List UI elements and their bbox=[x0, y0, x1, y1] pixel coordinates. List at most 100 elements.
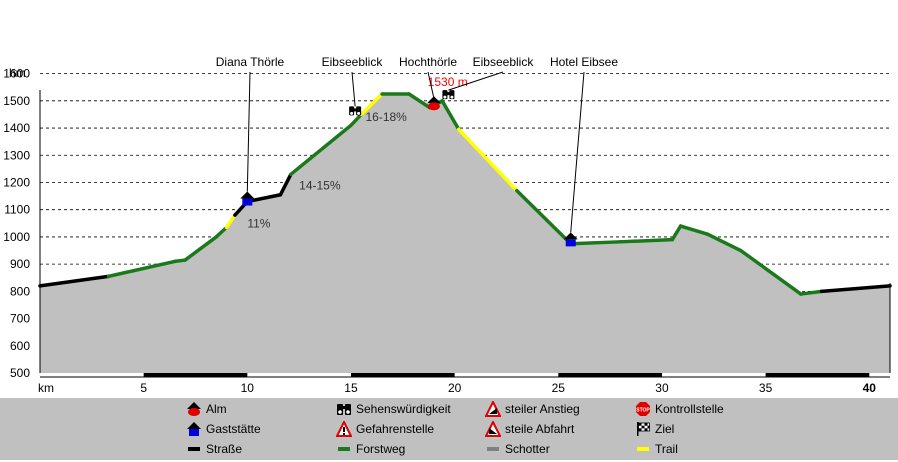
y-tick-label: 1200 bbox=[3, 175, 30, 189]
poi-gaststätte: Hotel Eibsee bbox=[550, 55, 618, 247]
profile-segment-straße bbox=[38, 274, 111, 288]
poi-alm: Hochthörle bbox=[399, 55, 457, 111]
poi-label: Hochthörle bbox=[399, 55, 457, 69]
annotations: 11% 14-15% 16-18% 1530 m bbox=[247, 75, 467, 231]
y-tick-label: 900 bbox=[10, 257, 30, 271]
x-axis-label: km bbox=[38, 381, 54, 395]
legend: Alm Sehenswürdigkeit steiler Anstieg STOP Ko… bbox=[0, 398, 898, 460]
forest-road-swatch bbox=[336, 441, 352, 457]
x-tick-label: 10 bbox=[241, 381, 255, 395]
legend-label: Straße bbox=[206, 442, 243, 456]
profile-segment-forstweg bbox=[568, 240, 623, 246]
poi-leader-line bbox=[570, 71, 585, 233]
binoculars-icon bbox=[336, 401, 352, 417]
x-tick-label: 15 bbox=[344, 381, 358, 395]
alm-icon bbox=[186, 401, 202, 417]
profile-area bbox=[40, 94, 890, 374]
y-tick-label: 1500 bbox=[3, 94, 30, 108]
legend-label: steile Abfahrt bbox=[505, 422, 575, 436]
binocular-lens bbox=[443, 95, 447, 99]
x-axis-bar-segment bbox=[350, 373, 455, 377]
legend-label: Kontrollstelle bbox=[655, 402, 724, 416]
profile-segment-forstweg bbox=[440, 99, 461, 132]
poi-leader-line bbox=[351, 71, 356, 107]
profile-segment-straße bbox=[819, 284, 892, 294]
x-tick-label: 30 bbox=[655, 381, 669, 395]
x-tick-label: 20 bbox=[448, 381, 462, 395]
poi-leader-line bbox=[448, 71, 504, 91]
steep-ascent-icon bbox=[484, 399, 502, 417]
legend-label: steiler Anstieg bbox=[505, 402, 580, 416]
x-axis-bar-segment bbox=[765, 373, 870, 377]
profile-segment-forstweg bbox=[407, 92, 432, 110]
profile-segment-forstweg bbox=[678, 224, 710, 236]
profile-segment-forstweg bbox=[214, 225, 229, 239]
poi-leader-line bbox=[427, 71, 435, 99]
points-of-interest: Diana Thörle Eibseeblick Hochthörle Eibseeb… bbox=[216, 55, 618, 247]
x-tick-label: 35 bbox=[759, 381, 773, 395]
svg-text:STOP: STOP bbox=[636, 408, 650, 414]
x-axis-bar-segment bbox=[558, 373, 662, 377]
y-tick-label: 1100 bbox=[4, 203, 30, 217]
gravel-swatch bbox=[485, 441, 501, 457]
profile-segment-straße bbox=[245, 192, 283, 204]
y-axis-label: hm bbox=[9, 66, 26, 80]
legend-label: Sehenswürdigkeit bbox=[356, 402, 451, 416]
house-body bbox=[242, 198, 253, 206]
stop-sign-icon: STOP bbox=[635, 401, 651, 417]
profile-segment-forstweg bbox=[705, 232, 743, 253]
poi-leader-line bbox=[246, 71, 251, 192]
annotation-label: 16-18% bbox=[365, 110, 407, 124]
x-tick-label: 25 bbox=[552, 381, 566, 395]
danger-icon bbox=[335, 419, 353, 437]
elevation-profile-chart: 500 600 700 800 900 1000 1100 1200 1300 1400 1500 1… bbox=[3, 55, 892, 395]
profile-segment-forstweg bbox=[670, 224, 683, 242]
y-tick-label: 500 bbox=[10, 366, 30, 380]
profile-segment-trail bbox=[359, 92, 384, 117]
house-roof bbox=[426, 96, 441, 104]
legend-label: Forstweg bbox=[356, 442, 406, 456]
profile-segment-forstweg bbox=[349, 112, 364, 128]
binocular-bridge bbox=[446, 92, 451, 96]
profile-segment-straße bbox=[278, 172, 293, 197]
profile-segment-forstweg bbox=[289, 123, 353, 177]
poi-label: Hotel Eibsee bbox=[550, 55, 618, 69]
house-body bbox=[427, 102, 440, 111]
legend-label: Alm bbox=[206, 402, 227, 416]
profile-segment-trail bbox=[457, 127, 519, 193]
y-tick-label: 1000 bbox=[3, 230, 30, 244]
finish-flag-icon bbox=[635, 421, 651, 437]
poi-gaststätte: Diana Thörle bbox=[216, 55, 285, 206]
x-tick-label: 40 bbox=[863, 381, 877, 395]
legend-label: Schotter bbox=[505, 442, 550, 456]
binocular-lens bbox=[450, 95, 454, 99]
legend-label: Trail bbox=[655, 442, 678, 456]
y-tick-label: 1400 bbox=[3, 121, 30, 135]
steep-descent-icon bbox=[484, 419, 502, 437]
profile-segment-forstweg bbox=[799, 289, 824, 296]
road-swatch bbox=[186, 441, 202, 457]
poi-label: Eibseeblick bbox=[473, 55, 535, 69]
profile-segment-forstweg bbox=[618, 237, 675, 244]
profile-segment-forstweg bbox=[515, 188, 573, 246]
profile-segment-forstweg bbox=[106, 259, 177, 279]
binocular-lens bbox=[357, 111, 361, 115]
y-tick-label: 800 bbox=[10, 284, 30, 298]
house-roof bbox=[240, 191, 255, 199]
axes: 500 600 700 800 900 1000 1100 1200 1300 1400 1500 1… bbox=[3, 66, 891, 395]
legend-label: Gefahrenstelle bbox=[356, 422, 435, 436]
y-tick-label: 1300 bbox=[3, 148, 30, 162]
house-roof bbox=[563, 232, 578, 240]
profile-segment-trail bbox=[224, 213, 237, 230]
profile-segment-forstweg bbox=[738, 248, 803, 296]
legend-label: Ziel bbox=[655, 422, 675, 436]
poi-label: Eibseeblick bbox=[322, 55, 384, 69]
trail-swatch bbox=[635, 441, 651, 457]
poi-sehenswürdigkeit: Eibseeblick bbox=[442, 55, 535, 100]
profile-segment-forstweg bbox=[183, 235, 218, 262]
poi-sehenswürdigkeit: Eibseeblick bbox=[322, 55, 384, 116]
annotation-label: 11% bbox=[247, 216, 270, 230]
binocular-bridge bbox=[353, 108, 358, 112]
x-axis-bar bbox=[40, 373, 890, 377]
poi-label: Diana Thörle bbox=[216, 55, 285, 69]
